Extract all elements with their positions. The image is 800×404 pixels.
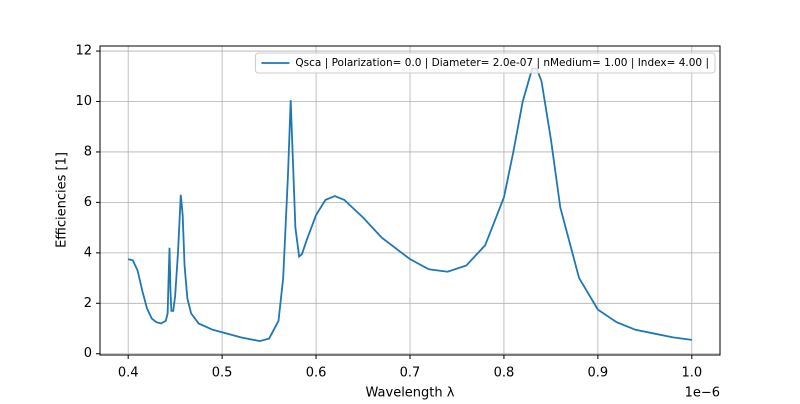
y-tick-label: 4	[84, 245, 92, 260]
ticks: 0.4 0.5 0.6 0.7 0.8 0.9 1.0 0 2 4 6 8 10 12	[75, 44, 702, 381]
x-tick-label: 0.9	[588, 366, 609, 381]
y-axis-label: Efficiencies [1]	[55, 152, 70, 248]
x-tick-label: 0.6	[306, 366, 327, 381]
y-tick-label: 8	[84, 144, 92, 159]
legend-label: Qsca | Polarization= 0.0 | Diameter= 2.0…	[295, 57, 709, 69]
legend: Qsca | Polarization= 0.0 | Diameter= 2.0…	[254, 52, 716, 74]
grid	[100, 46, 720, 355]
y-tick-label: 0	[84, 346, 92, 361]
x-offset-label: 1e−6	[685, 386, 720, 401]
x-tick-label: 1.0	[681, 366, 702, 381]
y-tick-label: 12	[75, 44, 92, 59]
legend-box	[254, 52, 716, 74]
y-tick-label: 6	[84, 195, 92, 210]
x-tick-label: 0.4	[118, 366, 139, 381]
x-tick-label: 0.8	[494, 366, 515, 381]
y-tick-label: 10	[75, 94, 92, 109]
x-tick-label: 0.7	[400, 366, 421, 381]
x-axis-label: Wavelength λ	[366, 386, 455, 401]
x-tick-label: 0.5	[212, 366, 233, 381]
y-tick-label: 2	[84, 296, 92, 311]
